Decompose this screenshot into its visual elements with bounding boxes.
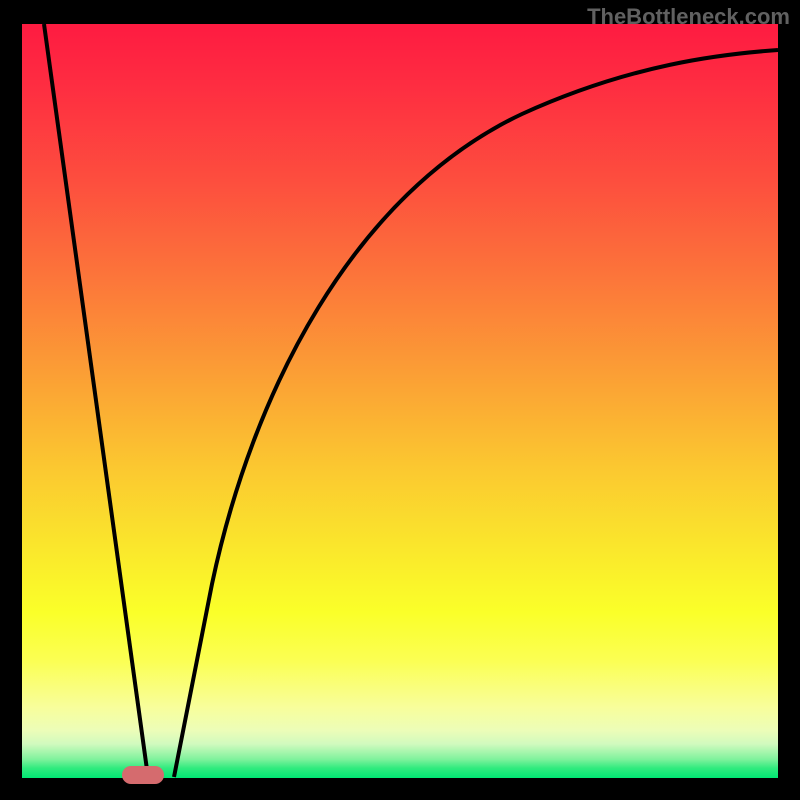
curve-left-segment: [44, 24, 148, 777]
curve-right-segment: [174, 50, 778, 777]
minimum-marker: [122, 766, 164, 784]
chart-container: TheBottleneck.com: [0, 0, 800, 800]
curve-layer: [22, 24, 778, 778]
plot-area: [22, 24, 778, 778]
watermark-text: TheBottleneck.com: [587, 4, 790, 30]
